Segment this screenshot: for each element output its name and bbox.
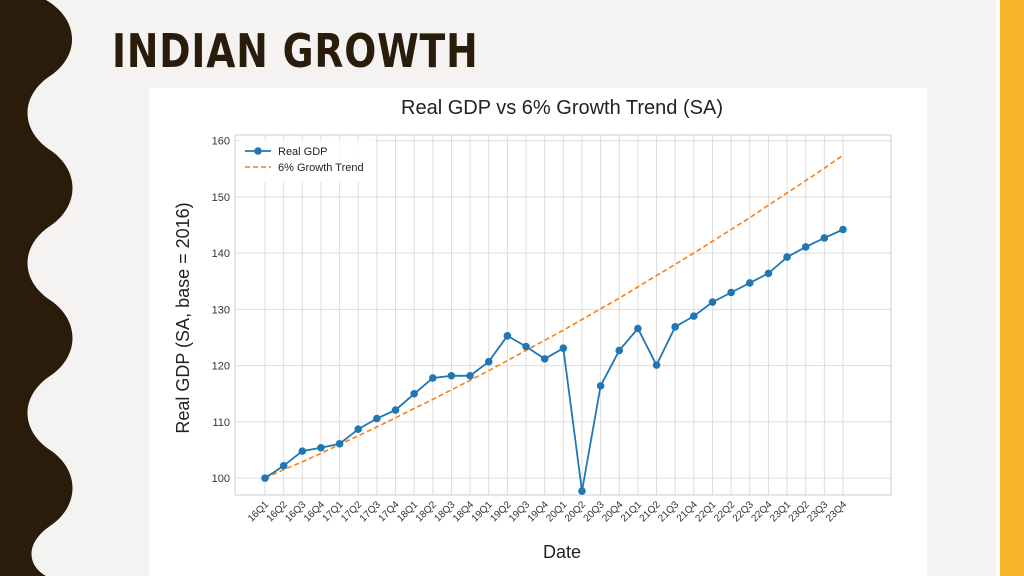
gdp-data-point bbox=[745, 279, 754, 287]
accent-stripe bbox=[1000, 0, 1024, 576]
gdp-data-point bbox=[447, 371, 456, 380]
gdp-data-point bbox=[484, 357, 493, 366]
gdp-data-point bbox=[410, 389, 418, 398]
chart-title: Real GDP vs 6% Growth Trend (SA) bbox=[401, 97, 723, 119]
y-tick-label: 130 bbox=[212, 304, 230, 316]
gdp-data-point bbox=[559, 344, 568, 352]
gdp-data-point bbox=[708, 298, 717, 306]
gdp-data-point bbox=[335, 440, 344, 448]
y-tick-label: 150 bbox=[212, 192, 230, 204]
gdp-data-point bbox=[839, 225, 847, 234]
chart-grid bbox=[235, 135, 891, 495]
trend-series-line bbox=[264, 154, 844, 479]
gdp-data-point bbox=[503, 332, 512, 340]
gdp-data-point bbox=[317, 443, 325, 452]
gdp-data-point bbox=[671, 323, 679, 331]
gdp-data-point bbox=[615, 346, 624, 355]
x-axis-label: Date bbox=[543, 542, 581, 562]
y-tick-label: 120 bbox=[212, 361, 230, 373]
gdp-data-point bbox=[634, 324, 642, 333]
accent-stripe-gap bbox=[996, 0, 1000, 576]
gdp-data-point bbox=[652, 361, 661, 369]
gdp-data-point bbox=[783, 253, 791, 261]
gdp-data-point bbox=[578, 487, 586, 495]
y-axis-ticks: 100 110 120 130 140 150 160 bbox=[212, 136, 230, 486]
gdp-data-point bbox=[391, 406, 400, 414]
gdp-data-point bbox=[298, 447, 307, 455]
y-axis-label: Real GDP (SA, base = 2016) bbox=[173, 202, 193, 433]
gdp-data-point bbox=[540, 355, 549, 363]
gdp-series-markers bbox=[261, 225, 847, 495]
slide-title: INDIAN GROWTH bbox=[112, 24, 479, 78]
gdp-data-point bbox=[261, 474, 269, 482]
gdp-data-point bbox=[466, 371, 474, 380]
gdp-line-chart: Real GDP vs 6% Growth Trend (SA) 1001101… bbox=[173, 97, 892, 562]
y-tick-label: 110 bbox=[212, 417, 230, 429]
plot-frame bbox=[234, 134, 892, 496]
y-tick-label: 140 bbox=[212, 248, 230, 260]
y-tick-label: 100 bbox=[212, 473, 230, 485]
legend-trend-label: 6% Growth Trend bbox=[278, 162, 364, 174]
x-tick-label: 23Q4 bbox=[824, 499, 849, 524]
gdp-data-point bbox=[727, 288, 735, 297]
gdp-data-point bbox=[690, 312, 698, 320]
y-tick-label: 160 bbox=[212, 136, 230, 148]
gdp-series-line bbox=[264, 228, 844, 492]
legend-gdp-label: Real GDP bbox=[278, 146, 328, 158]
gdp-data-point bbox=[354, 425, 363, 433]
gdp-data-point bbox=[801, 243, 810, 251]
gdp-data-point bbox=[522, 342, 530, 351]
chart-legend: Real GDP 6% Growth Trend bbox=[239, 140, 375, 182]
x-axis-ticks: 16Q116Q216Q316Q417Q117Q217Q317Q418Q118Q2… bbox=[246, 499, 849, 524]
gdp-data-point bbox=[820, 234, 829, 242]
gdp-data-point bbox=[429, 374, 437, 382]
gdp-data-point bbox=[373, 414, 381, 423]
legend-gdp-marker bbox=[254, 147, 262, 155]
gdp-data-point bbox=[764, 269, 773, 278]
gdp-data-point bbox=[279, 461, 288, 470]
gdp-data-point bbox=[596, 382, 605, 390]
decorative-wave-border bbox=[0, 0, 73, 576]
